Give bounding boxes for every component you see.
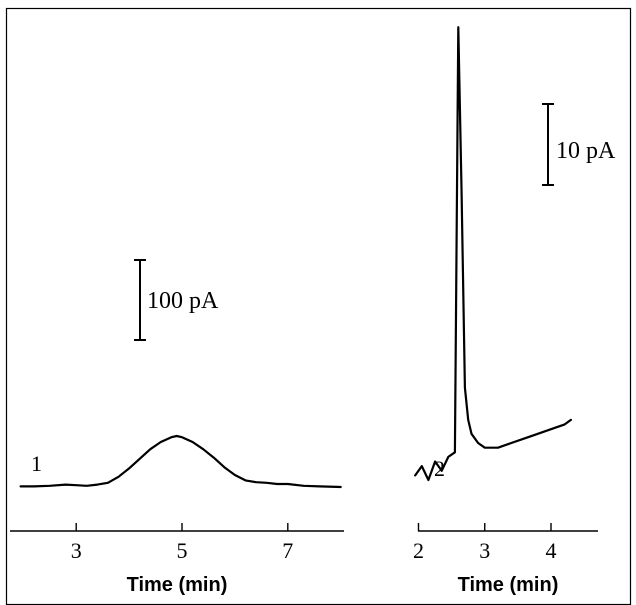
x-tick-label-2-2: 2 (413, 538, 424, 563)
chart-panel-1: 3 5 7 Time (min) 1 100 pA (10, 259, 344, 596)
figure-frame (5, 7, 632, 605)
scale-bar-2: 10 pA (542, 103, 616, 186)
x-tick-label-2-4: 4 (546, 538, 557, 563)
scale-bar-2-label: 10 pA (556, 138, 616, 164)
x-ticks-1 (75, 523, 289, 531)
x-axis-label-1: Time (min) (127, 574, 228, 596)
trace-label-1: 1 (31, 451, 42, 476)
x-tick-labels-1: 3 5 7 (71, 538, 294, 563)
x-tick-label-1-7: 7 (282, 538, 293, 563)
trace-1-line (19, 434, 342, 489)
x-tick-label-1-3: 3 (71, 538, 82, 563)
scale-bar-1-label: 100 pA (147, 288, 219, 314)
x-ticks-2 (417, 523, 552, 531)
chart-panel-2: 2 3 4 Time (min) 2 10 pA (413, 26, 616, 596)
x-axis-label-2: Time (min) (458, 574, 559, 596)
x-tick-label-2-3: 3 (479, 538, 490, 563)
trace-label-2: 2 (434, 456, 445, 481)
x-tick-labels-2: 2 3 4 (413, 538, 557, 563)
x-tick-label-1-5: 5 (177, 538, 188, 563)
trace-2-line (414, 26, 572, 482)
scale-bar-1: 100 pA (134, 259, 219, 341)
